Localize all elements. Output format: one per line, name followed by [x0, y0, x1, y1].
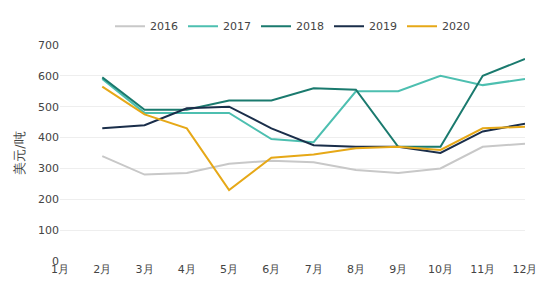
svg-text:美元/吨: 美元/吨	[12, 131, 27, 174]
svg-text:3月: 3月	[136, 263, 154, 276]
svg-text:8月: 8月	[347, 263, 365, 276]
svg-text:12月: 12月	[513, 263, 538, 276]
svg-text:700: 700	[38, 39, 59, 52]
svg-text:2020: 2020	[442, 20, 470, 33]
svg-text:2月: 2月	[93, 263, 111, 276]
svg-text:2016: 2016	[150, 20, 178, 33]
svg-text:200: 200	[38, 193, 59, 206]
svg-text:100: 100	[38, 224, 59, 237]
svg-text:400: 400	[38, 131, 59, 144]
svg-text:9月: 9月	[389, 263, 407, 276]
svg-text:7月: 7月	[305, 263, 323, 276]
svg-text:500: 500	[38, 101, 59, 114]
svg-text:0: 0	[52, 255, 59, 268]
svg-text:2018: 2018	[296, 20, 324, 33]
svg-text:10月: 10月	[428, 263, 453, 276]
svg-text:2017: 2017	[223, 20, 251, 33]
svg-text:5月: 5月	[220, 263, 238, 276]
svg-text:6月: 6月	[262, 263, 280, 276]
svg-text:600: 600	[38, 70, 59, 83]
svg-text:2019: 2019	[369, 20, 397, 33]
svg-text:300: 300	[38, 162, 59, 175]
svg-text:4月: 4月	[178, 263, 196, 276]
svg-text:1月: 1月	[51, 263, 69, 276]
svg-text:11月: 11月	[470, 263, 495, 276]
